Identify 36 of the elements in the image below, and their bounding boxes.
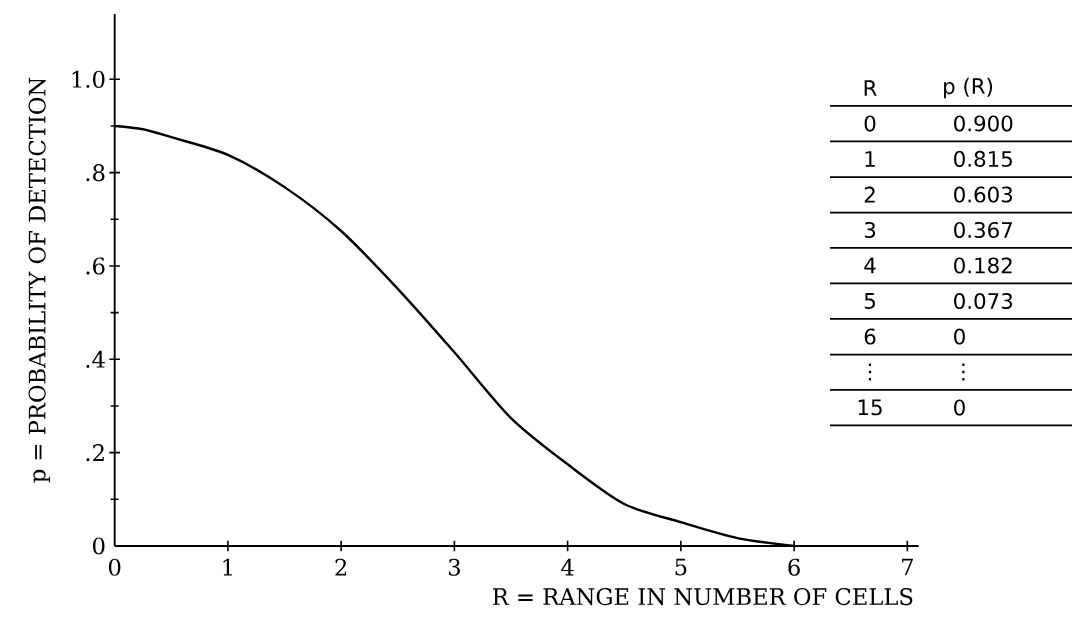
x-tick-label: 3: [448, 558, 460, 576]
text: 0.367: [954, 221, 1012, 239]
x-tick-label: 2: [335, 558, 347, 576]
y-tick-label: 0: [93, 537, 105, 555]
annotation: 15: [858, 399, 882, 416]
text: 0: [954, 399, 965, 416]
x-axis-title: R = RANGE IN NUMBER OF CELLS: [492, 588, 913, 606]
annotation: 6: [864, 328, 876, 345]
y-tick-label: .4: [86, 350, 105, 368]
annotation: 3: [864, 221, 876, 239]
x-tick-label: 0: [108, 558, 121, 576]
annotation: 5: [864, 293, 875, 309]
y-axis-title: p = PROBABILITY OF DETECTION: [28, 77, 51, 483]
text: 0.900: [954, 115, 1013, 132]
annotation: 1: [865, 151, 875, 167]
annotation: ⋮: [868, 363, 872, 381]
y-tick-label: .2: [86, 444, 104, 462]
text: 0.073: [954, 292, 1013, 310]
x-tick-label: 7: [902, 558, 913, 576]
y-tick-label: .6: [86, 257, 105, 275]
annotation: 4: [864, 257, 876, 274]
x-tick-label: 4: [561, 558, 574, 576]
text: 0.182: [954, 257, 1012, 274]
annotation: 0: [864, 115, 876, 132]
y-tick-label: 1.0: [72, 70, 105, 88]
annotation: 2: [864, 186, 875, 203]
y-tick-label: .8: [86, 164, 105, 182]
text: p (R): [944, 77, 993, 99]
x-tick-label: 6: [788, 558, 800, 576]
x-tick-label: 1: [223, 558, 232, 576]
text: 0: [954, 328, 965, 345]
annotation: R: [864, 80, 877, 96]
text: ⋮: [962, 363, 965, 381]
text: 0.815: [954, 150, 1012, 167]
text: 0.603: [954, 186, 1013, 203]
x-tick-label: 5: [675, 558, 687, 576]
